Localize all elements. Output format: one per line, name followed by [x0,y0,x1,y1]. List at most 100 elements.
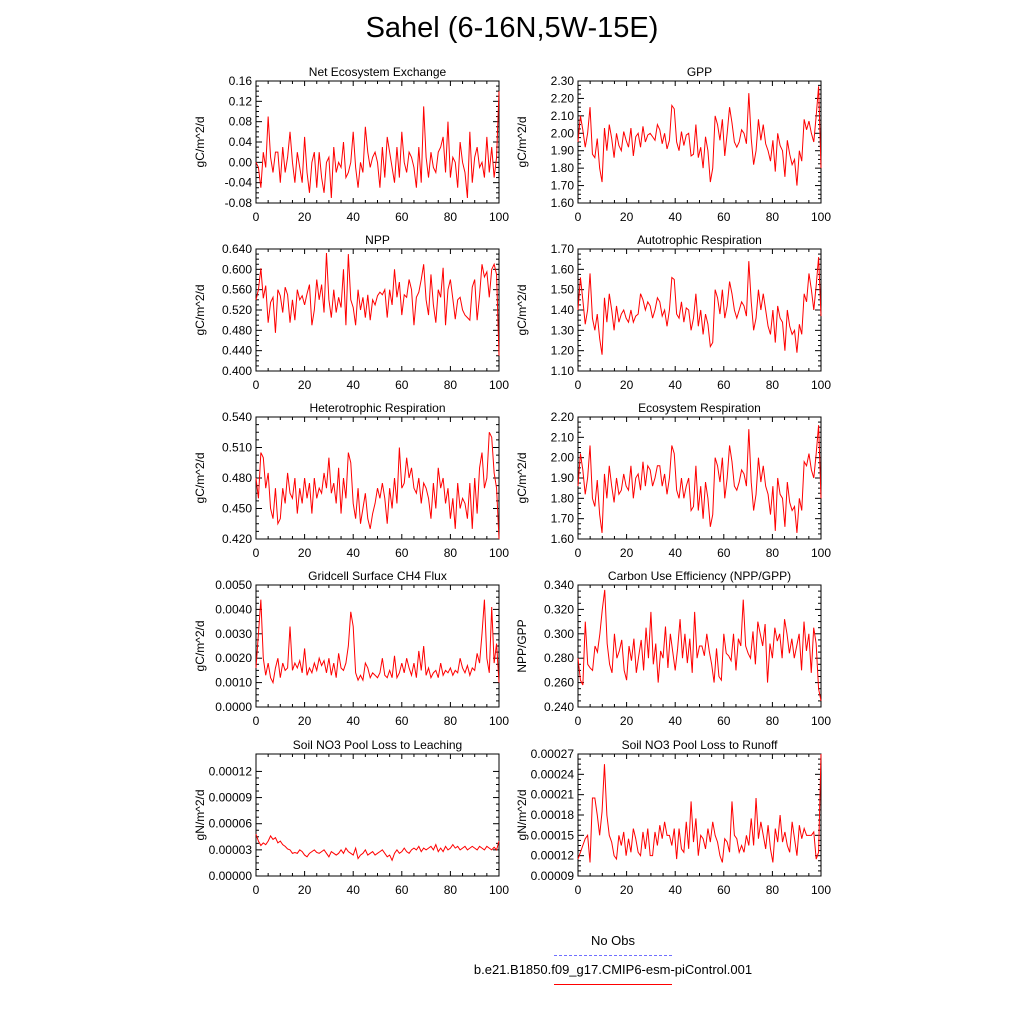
x-tick-label: 40 [669,378,683,392]
y-axis-label: gN/m^2/d [193,790,207,841]
y-tick-label: 0.00000 [209,869,253,883]
x-tick-label: 80 [766,714,780,728]
y-tick-label: 0.00003 [209,843,253,857]
y-axis-label: NPP/GPP [515,619,529,672]
y-tick-label: 0.00024 [531,767,575,781]
x-tick-label: 60 [395,210,409,224]
x-tick-label: 0 [253,714,260,728]
series-line [255,91,500,198]
series-line [255,253,500,356]
y-tick-label: 0.600 [222,262,252,276]
x-tick-label: 100 [811,378,831,392]
y-tick-label: 2.10 [551,109,575,123]
y-tick-label: 1.90 [551,471,575,485]
y-tick-label: 1.30 [551,323,575,337]
y-tick-label: 2.30 [551,74,575,88]
y-tick-label: 0.08 [229,115,253,129]
y-tick-label: 0.0000 [215,700,252,714]
plot-frame [255,753,500,877]
x-tick-label: 60 [395,714,409,728]
y-tick-label: 0.400 [222,364,252,378]
x-tick-label: 60 [395,883,409,897]
legend-line-model [554,984,672,985]
panel-title: Carbon Use Efficiency (NPP/GPP) [608,569,791,583]
chart-panel-9: Soil NO3 Pool Loss to Runoff gN/m^2/d 0 20 4… [515,738,831,897]
y-tick-label: 0.00012 [531,849,575,863]
legend-label-no-obs: No Obs [590,933,636,948]
y-tick-label: 1.60 [551,196,575,210]
x-tick-label: 40 [669,714,683,728]
y-tick-label: 0.0030 [215,627,252,641]
y-tick-label: 0.04 [229,135,253,149]
chart-panel-1: GPP gC/m^2/d 0 20 40 60 80 100 1.60 1.70 1.80 1.90 2… [515,65,831,224]
y-axis-label: gN/m^2/d [515,790,529,841]
x-tick-label: 20 [620,714,634,728]
y-tick-label: 1.20 [551,344,575,358]
x-tick-label: 0 [253,546,260,560]
y-tick-label: 0.00015 [531,828,575,842]
x-tick-label: 40 [669,546,683,560]
x-tick-label: 0 [575,546,582,560]
x-tick-label: 80 [444,883,458,897]
x-tick-label: 20 [298,378,312,392]
y-tick-label: 0.420 [222,532,252,546]
y-tick-label: 1.40 [551,303,575,317]
x-tick-label: 100 [811,546,831,560]
chart-panel-3: Autotrophic Respiration gC/m^2/d 0 20 40 60 80… [515,233,831,392]
x-tick-label: 20 [298,714,312,728]
panel-title: NPP [365,233,390,247]
series-line [255,432,500,540]
y-tick-label: 0.560 [222,283,252,297]
x-tick-label: 100 [489,210,509,224]
plot-frame [577,80,822,204]
series-line [577,425,822,533]
y-tick-label: 0.340 [544,578,574,592]
y-tick-label: 0.0020 [215,651,252,665]
chart-panel-7: Carbon Use Efficiency (NPP/GPP) NPP/GPP 0 2… [515,569,831,728]
x-tick-label: 40 [347,883,361,897]
y-tick-label: 2.10 [551,430,575,444]
plot-frame [577,753,822,877]
panel-title: Gridcell Surface CH4 Flux [308,569,447,583]
y-tick-label: 0.540 [222,410,252,424]
x-tick-label: 0 [575,210,582,224]
chart-panel-5: Ecosystem Respiration gC/m^2/d 0 20 40 60 80 10… [515,401,831,560]
x-tick-label: 20 [298,883,312,897]
y-axis-label: gC/m^2/d [193,285,207,336]
chart-panel-4: Heterotrophic Respiration gC/m^2/d 0 20 40 60… [193,401,509,560]
series-line [255,599,500,685]
legend-line-no-obs [554,955,672,956]
x-tick-label: 20 [620,883,634,897]
y-tick-label: 0.440 [222,344,252,358]
x-tick-label: 0 [575,883,582,897]
x-tick-label: 60 [395,546,409,560]
x-tick-label: 40 [347,714,361,728]
chart-panel-8: Soil NO3 Pool Loss to Leaching gN/m^2/d 0 2… [193,738,509,897]
series-line [577,753,822,863]
y-tick-label: 0.280 [544,651,574,665]
x-tick-label: 40 [347,378,361,392]
y-tick-label: 1.70 [551,512,575,526]
y-tick-label: 1.50 [551,283,575,297]
x-tick-label: 80 [444,714,458,728]
y-tick-label: 0.00009 [209,791,253,805]
x-tick-label: 60 [717,378,731,392]
chart-panel-6: Gridcell Surface CH4 Flux gC/m^2/d 0 20 40 60… [193,569,509,728]
x-tick-label: 100 [811,883,831,897]
x-tick-label: 100 [489,883,509,897]
x-tick-label: 60 [395,378,409,392]
y-tick-label: 1.80 [551,491,575,505]
x-tick-label: 100 [811,210,831,224]
y-tick-label: 0.00018 [531,808,575,822]
y-tick-label: -0.04 [225,176,253,190]
series-line [577,86,822,186]
y-tick-label: 0.480 [222,323,252,337]
x-tick-label: 80 [444,546,458,560]
y-tick-label: 2.20 [551,410,575,424]
x-tick-label: 40 [669,210,683,224]
y-axis-label: gC/m^2/d [515,453,529,504]
x-tick-label: 80 [766,210,780,224]
panel-title: Soil NO3 Pool Loss to Leaching [293,738,462,752]
x-tick-label: 60 [717,546,731,560]
x-tick-label: 100 [811,714,831,728]
